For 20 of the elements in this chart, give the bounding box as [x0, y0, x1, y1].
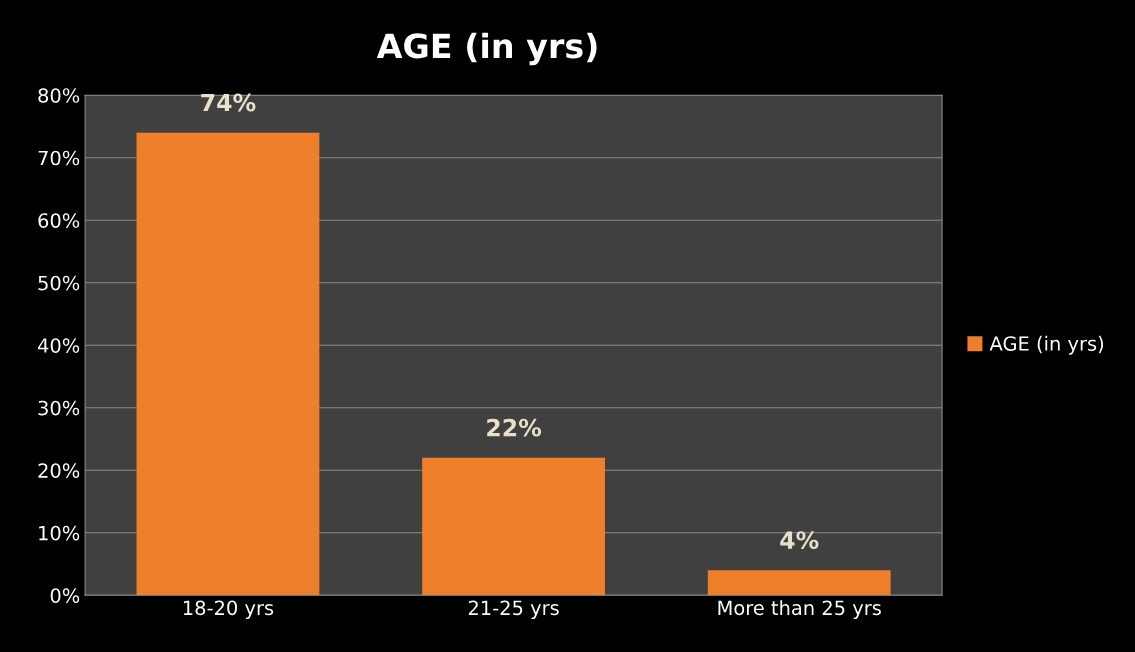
y-tick-label: 30% [38, 400, 80, 416]
y-tick-label: 80% [38, 88, 80, 103]
y-tick-label: 20% [38, 463, 80, 478]
bar [422, 457, 605, 596]
y-tick-label: 40% [38, 338, 80, 353]
bar [707, 570, 891, 596]
x-tick-label: 21-25 yrs [468, 600, 559, 619]
x-tick-label: 18-20 yrs [183, 600, 274, 619]
data-label: 4% [780, 531, 819, 550]
bar [136, 132, 320, 596]
y-tick-label: 0% [50, 588, 80, 603]
legend-label: AGE (in yrs) [989, 335, 1104, 355]
chart-title: AGE (in yrs) [376, 32, 597, 66]
y-tick-label: 70% [38, 150, 80, 166]
data-label: 22% [487, 418, 542, 437]
data-label: 74% [201, 93, 256, 112]
y-tick-label: 50% [38, 275, 80, 291]
y-tick-label: 10% [39, 525, 80, 541]
x-tick-label: More than 25 yrs [718, 600, 881, 619]
y-tick-label: 60% [38, 213, 80, 228]
